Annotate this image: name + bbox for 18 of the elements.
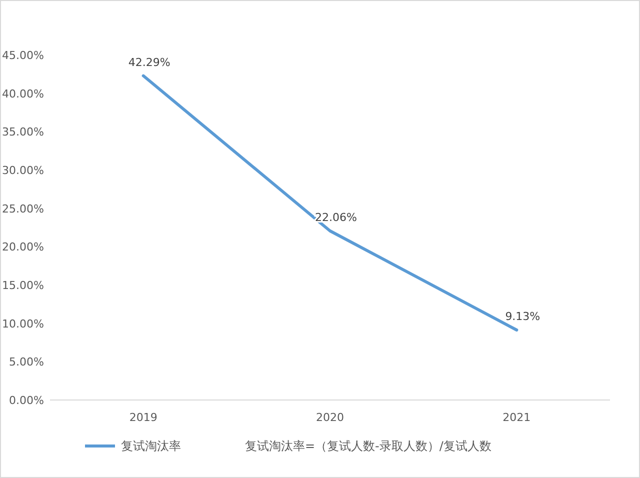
y-tick-label: 5.00% [9,356,44,369]
x-tick-label: 2021 [502,411,531,424]
y-tick-label: 20.00% [2,240,44,254]
y-tick-label: 40.00% [2,87,44,100]
y-tick-label: 45.00% [2,49,44,62]
y-tick-label: 15.00% [2,279,44,292]
y-tick-label: 30.00% [2,164,44,177]
x-tick-label: 2020 [316,411,344,424]
y-tick-label: 0.00% [9,394,44,407]
x-tick-label: 2019 [129,411,158,424]
y-tick-label: 10.00% [2,317,44,330]
text: 复试淘汰率=（复试人数-录取人数）/复试人数 [245,439,492,453]
legend-label: 复试淘汰率 [121,439,181,453]
data-label: 42.29% [128,56,170,69]
data-label: 22.06% [315,210,357,224]
data-label: 9.13% [505,310,540,324]
y-tick-label: 35.00% [2,126,44,139]
y-tick-label: 25.00% [2,202,44,216]
